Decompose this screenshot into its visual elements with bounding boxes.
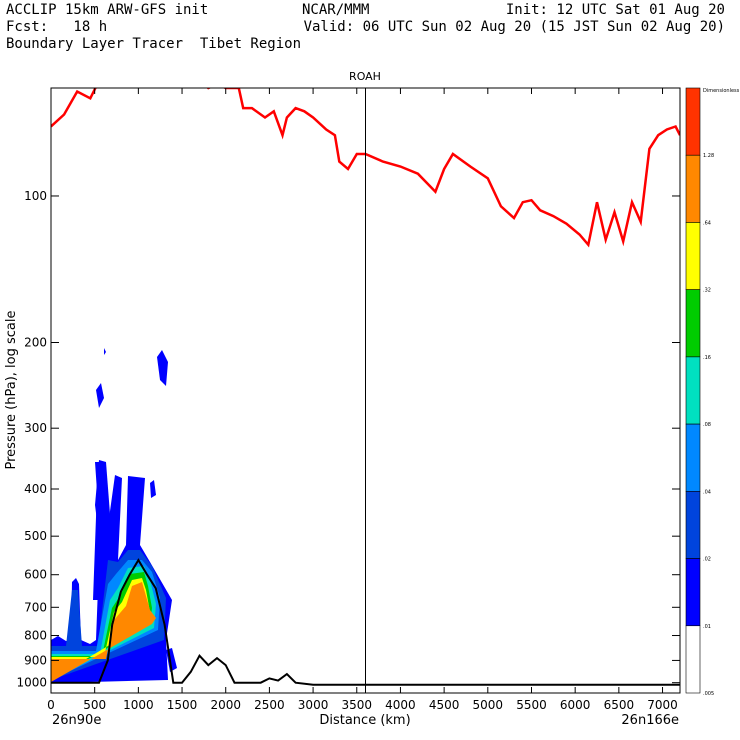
- terrain-line: [51, 558, 680, 686]
- x-tick-label: 2500: [254, 698, 285, 712]
- colorbar-swatch: [685, 356, 701, 425]
- colorbar-level-label: .32: [703, 288, 711, 294]
- y-tick-label: 300: [24, 421, 47, 435]
- colorbar-swatch: [685, 87, 701, 156]
- x-tick-label: 3000: [298, 698, 329, 712]
- colorbar-level-label: .04: [703, 489, 711, 495]
- y-tick-label: 500: [24, 529, 47, 543]
- tracer-blue-patch-1: [96, 383, 104, 408]
- colorbar-swatch: [685, 491, 701, 559]
- colorbar-level-label: .64: [703, 220, 711, 226]
- colorbar-swatch: [685, 423, 701, 492]
- x-tick-label: 4000: [385, 698, 416, 712]
- tracer-blue-patch-5: [104, 348, 106, 355]
- plot-frame: [50, 87, 681, 694]
- x-tick-label: 3500: [341, 698, 372, 712]
- x-axis-label: Distance (km): [319, 713, 410, 728]
- x-tick-label: 1500: [167, 698, 198, 712]
- tracer-blue-patch-3: [150, 480, 156, 498]
- colorbar-level-label: .005: [703, 691, 714, 697]
- x-start-label: 26n90e: [52, 713, 101, 728]
- y-tick-label: 700: [24, 600, 47, 614]
- tracer-yellow: [51, 578, 150, 680]
- colorbar-swatch: [685, 625, 701, 694]
- colorbar-level-label: .02: [703, 557, 711, 563]
- x-tick-label: 2000: [210, 698, 241, 712]
- colorbar-swatch: [685, 558, 701, 627]
- chart-title: ROAH: [349, 70, 381, 83]
- y-axis-label: Pressure (hPa), log scale: [4, 311, 19, 470]
- colorbar-swatch: [685, 222, 701, 290]
- x-tick-label: 5000: [473, 698, 504, 712]
- y-axis: 100 200 300 400 500 600 700 800 900 1000: [16, 189, 680, 690]
- colorbar-level-label: .16: [703, 355, 711, 361]
- y-tick-label: 100: [24, 189, 47, 203]
- header-init-time: Init: 12 UTC Sat 01 Aug 20: [505, 2, 725, 18]
- colorbar: Dimensionless 1.28 .64 .32 .16 .08 .04 .02 .01 .0…: [685, 87, 740, 697]
- x-tick-label: 5500: [516, 698, 547, 712]
- x-tick-label: 7000: [647, 698, 678, 712]
- y-tick-label: 200: [24, 335, 47, 349]
- y-tick-label: 1000: [16, 676, 47, 690]
- x-tick-label: 1000: [123, 698, 154, 712]
- y-tick-label: 900: [24, 653, 47, 667]
- tracer-blue-plume-left: [95, 460, 112, 578]
- x-end-label: 26n166e: [621, 713, 679, 728]
- header-forecast-hour: Fcst: 18 h: [6, 19, 108, 35]
- x-tick-label: 6000: [560, 698, 591, 712]
- header-field-description: Boundary Layer Tracer Tibet Region: [6, 36, 302, 52]
- y-tick-label: 600: [24, 568, 47, 582]
- tracer-orange: [51, 582, 156, 682]
- red-level-line: [51, 88, 680, 248]
- x-tick-label: 500: [83, 698, 106, 712]
- colorbar-swatch: [685, 289, 701, 358]
- colorbar-title: Dimensionless: [703, 88, 740, 94]
- x-tick-label: 0: [47, 698, 55, 712]
- x-tick-label: 6500: [604, 698, 635, 712]
- tracer-blue-patch-2: [157, 350, 168, 386]
- colorbar-level-label: .08: [703, 422, 711, 428]
- x-axis: 0 500 1000 1500 2000 2500 3000 3500 4000 4500 5000…: [47, 88, 678, 712]
- y-tick-label: 800: [24, 629, 47, 643]
- header-valid-time: Valid: 06 UTC Sun 02 Aug 20 (15 JST Sun …: [303, 19, 725, 35]
- tracer-field: [51, 348, 177, 683]
- colorbar-swatch: [685, 154, 701, 223]
- header-model: ACCLIP 15km ARW-GFS init: [6, 2, 209, 18]
- header-institution: NCAR/MMM: [302, 2, 370, 18]
- colorbar-level-label: 1.28: [703, 153, 714, 159]
- y-tick-label: 400: [24, 482, 47, 496]
- x-tick-label: 4500: [429, 698, 460, 712]
- colorbar-level-label: .01: [703, 624, 711, 630]
